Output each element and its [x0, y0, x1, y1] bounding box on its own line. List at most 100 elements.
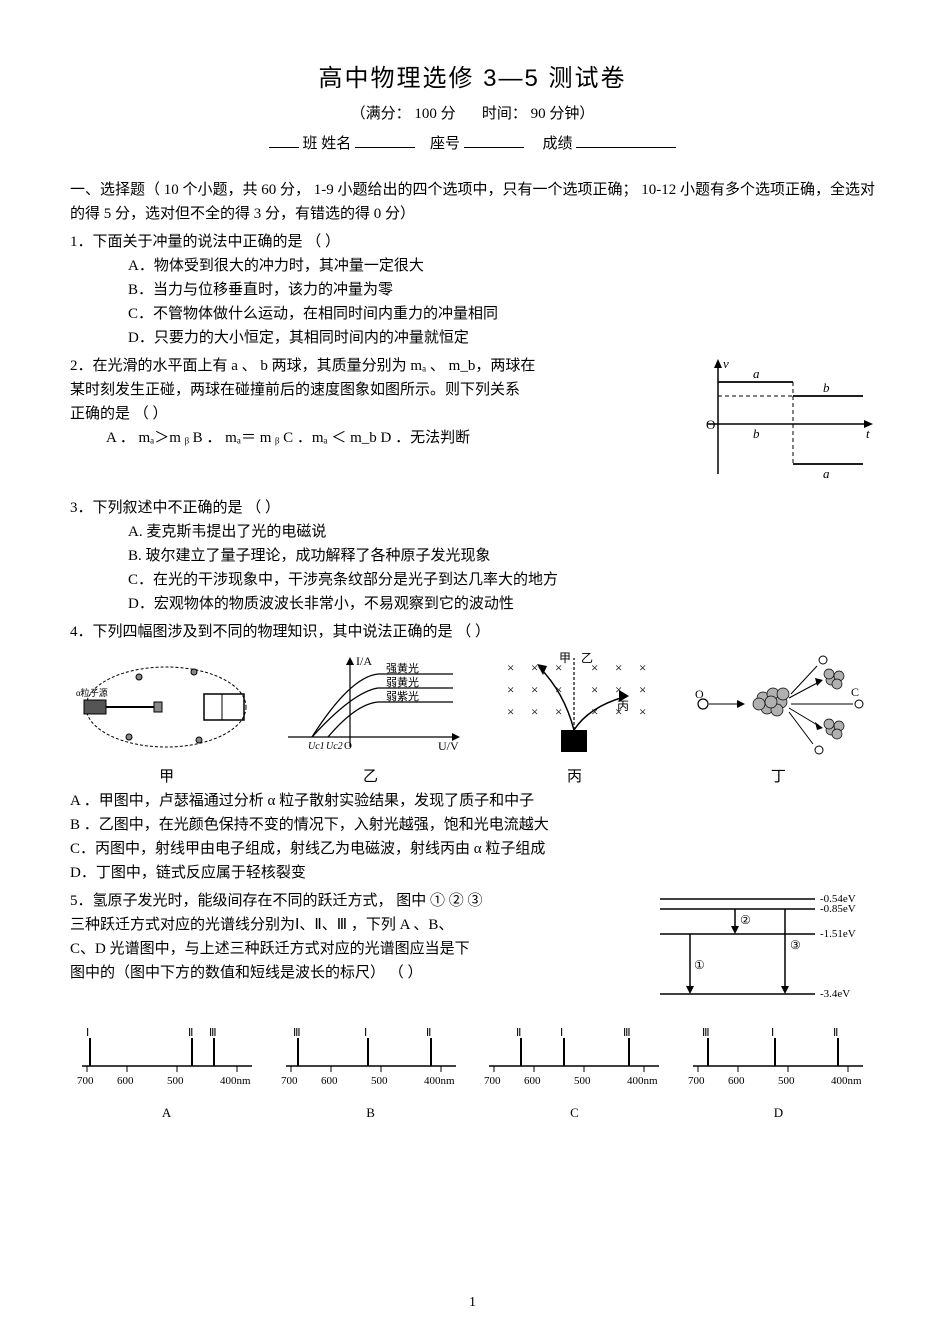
- svg-text:α粒子源: α粒子源: [76, 687, 108, 698]
- svg-text:O: O: [695, 687, 704, 701]
- q4-fig-ding: C O 丁: [682, 652, 875, 789]
- svg-text:Ⅰ: Ⅰ: [560, 1027, 563, 1039]
- svg-text:Ⅲ: Ⅲ: [623, 1027, 631, 1039]
- svg-text:Uc1: Uc1: [308, 741, 325, 752]
- time-value: 90 分钟）: [531, 106, 595, 122]
- q4-fig-bing: ×××××× ×××××× ×××××× 甲 乙 丙 丙: [478, 652, 671, 789]
- vt-label-a2: a: [823, 466, 830, 481]
- svg-text:400nm: 400nm: [831, 1075, 862, 1087]
- q5-line3: C、D 光谱图中，与上述三种跃迁方式对应的光谱图应当是下: [70, 937, 650, 961]
- svg-text:Ⅱ: Ⅱ: [833, 1027, 838, 1039]
- svg-text:×: ×: [531, 704, 538, 719]
- q3-opt-a: A. 麦克斯韦提出了光的电磁说: [70, 520, 875, 544]
- svg-text:Ⅰ: Ⅰ: [771, 1027, 774, 1039]
- svg-text:700: 700: [281, 1075, 298, 1087]
- svg-text:甲: 甲: [559, 652, 571, 665]
- svg-text:Ⅰ: Ⅰ: [364, 1027, 367, 1039]
- page-title: 高中物理选修 3—5 测试卷: [70, 60, 875, 98]
- svg-text:弱紫光: 弱紫光: [386, 689, 419, 703]
- svg-text:×: ×: [639, 682, 646, 697]
- svg-text:700: 700: [688, 1075, 705, 1087]
- svg-text:-3.4eV: -3.4eV: [820, 988, 850, 1000]
- svg-text:U/V: U/V: [438, 739, 459, 753]
- q5-line1: 5．氢原子发光时，能级间存在不同的跃迁方式， 图中 ① ② ③: [70, 889, 650, 913]
- svg-text:-1.51eV: -1.51eV: [820, 928, 856, 940]
- svg-text:丙: 丙: [617, 699, 629, 713]
- svg-text:Ⅲ: Ⅲ: [293, 1027, 301, 1039]
- q4-fig-jia: α粒子源 甲: [70, 652, 263, 789]
- q4-opt-d: D．丁图中，链式反应属于轻核裂变: [70, 861, 875, 885]
- q4-opt-c: C．丙图中，射线甲由电子组成，射线乙为电磁波，射线丙由 α 粒子组成: [70, 837, 875, 861]
- q4-stem: 4．下列四幅图涉及到不同的物理知识，其中说法正确的是 （ ）: [70, 620, 875, 644]
- spectrum-b-label: B: [274, 1103, 467, 1124]
- svg-text:500: 500: [574, 1075, 591, 1087]
- q4-caption-yi: 乙: [274, 765, 467, 789]
- svg-text:600: 600: [524, 1075, 541, 1087]
- q1-opt-a: A．物体受到很大的冲力时，其冲量一定很大: [70, 254, 875, 278]
- vt-graph: O v t a b b a: [698, 354, 878, 484]
- spectrum-b: 700 600 500 400nm Ⅲ Ⅰ Ⅱ B: [274, 1026, 467, 1124]
- full-score-label: （满分：: [351, 106, 411, 122]
- q3-opt-d: D．宏观物体的物质波波长非常小，不易观察到它的波动性: [70, 592, 875, 616]
- svg-text:×: ×: [555, 704, 562, 719]
- svg-text:×: ×: [531, 660, 538, 675]
- svg-text:700: 700: [484, 1075, 501, 1087]
- q1-stem: 1．下面关于冲量的说法中正确的是 （ ）: [70, 230, 875, 254]
- svg-text:400nm: 400nm: [627, 1075, 658, 1087]
- svg-text:①: ①: [694, 958, 705, 972]
- q5-line4: 图中的（图中下方的数值和短线是波长的标尺） （ ）: [70, 961, 650, 985]
- student-info-line: 班 姓名 座号 成绩: [70, 132, 875, 156]
- class-name-label: 班 姓名: [302, 136, 351, 152]
- svg-text:强黄光: 强黄光: [386, 661, 419, 675]
- q2-options: A ． mₐ＞m ᵦ B ． mₐ＝ m ᵦ C ．mₐ ＜ m_b D ．无法…: [70, 426, 690, 450]
- time-label: 时间：: [482, 106, 527, 122]
- svg-text:Ⅱ: Ⅱ: [426, 1027, 431, 1039]
- q4-caption-bing: 丙: [478, 765, 671, 789]
- spectrum-a: 700 600 500 400nm Ⅰ Ⅱ Ⅲ A: [70, 1026, 263, 1124]
- svg-text:500: 500: [778, 1075, 795, 1087]
- q4-fig-yi: I/A U/V O Uc1 Uc2 强黄光 弱黄光 弱紫光 乙: [274, 652, 467, 789]
- q2-stem-line1: 2．在光滑的水平面上有 a 、 b 两球，其质量分别为 mₐ 、 m_b，两球在: [70, 354, 690, 378]
- svg-text:400nm: 400nm: [220, 1075, 251, 1087]
- svg-text:弱黄光: 弱黄光: [386, 675, 419, 689]
- page-number: 1: [0, 1292, 945, 1314]
- question-1: 1．下面关于冲量的说法中正确的是 （ ） A．物体受到很大的冲力时，其冲量一定很…: [70, 230, 875, 350]
- svg-text:×: ×: [507, 660, 514, 675]
- svg-text:×: ×: [639, 704, 646, 719]
- seat-label: 座号: [430, 136, 460, 152]
- svg-text:Ⅲ: Ⅲ: [209, 1027, 217, 1039]
- svg-text:C: C: [851, 685, 859, 699]
- q2-stem-line3: 正确的是 （ ）: [70, 402, 690, 426]
- q3-opt-c: C．在光的干涉现象中，干涉亮条纹部分是光子到达几率大的地方: [70, 568, 875, 592]
- svg-text:Ⅲ: Ⅲ: [702, 1027, 710, 1039]
- question-4: 4．下列四幅图涉及到不同的物理知识，其中说法正确的是 （ ）: [70, 620, 875, 644]
- svg-text:乙: 乙: [581, 652, 593, 665]
- svg-text:×: ×: [591, 682, 598, 697]
- q1-opt-d: D．只要力的大小恒定，其相同时间内的冲量就恒定: [70, 326, 875, 350]
- svg-text:×: ×: [531, 682, 538, 697]
- svg-text:Ⅱ: Ⅱ: [188, 1027, 193, 1039]
- svg-text:-0.85eV: -0.85eV: [820, 903, 856, 915]
- svg-text:Ⅱ: Ⅱ: [516, 1027, 521, 1039]
- q5-line2: 三种跃迁方式对应的光谱线分别为Ⅰ、Ⅱ、Ⅲ ，下列 A 、B、: [70, 913, 650, 937]
- vt-label-a1: a: [753, 366, 760, 381]
- page-subtitle: （满分： 100 分 时间： 90 分钟）: [70, 102, 875, 126]
- q4-caption-ding: 丁: [682, 765, 875, 789]
- svg-text:400nm: 400nm: [424, 1075, 455, 1087]
- vt-label-b1: b: [753, 426, 760, 441]
- spectrum-c: 700 600 500 400nm Ⅱ Ⅰ Ⅲ C: [478, 1026, 671, 1124]
- spectrum-d: 700 600 500 400nm Ⅲ Ⅰ Ⅱ D: [682, 1026, 875, 1124]
- question-5: 5．氢原子发光时，能级间存在不同的跃迁方式， 图中 ① ② ③ 三种跃迁方式对应…: [70, 889, 875, 1012]
- q4-opt-b: B ．乙图中，在光颜色保持不变的情况下，入射光越强，饱和光电流越大: [70, 813, 875, 837]
- spectrum-a-label: A: [70, 1103, 263, 1124]
- q3-opt-b: B. 玻尔建立了量子理论，成功解释了各种原子发光现象: [70, 544, 875, 568]
- spectrum-d-label: D: [682, 1103, 875, 1124]
- vt-label-b2: b: [823, 380, 830, 395]
- full-score-value: 100 分: [414, 106, 455, 122]
- svg-text:600: 600: [728, 1075, 745, 1087]
- svg-text:600: 600: [117, 1075, 134, 1087]
- svg-text:500: 500: [167, 1075, 184, 1087]
- spectra-row: 700 600 500 400nm Ⅰ Ⅱ Ⅲ A 700 600 500 40…: [70, 1026, 875, 1124]
- svg-text:×: ×: [507, 704, 514, 719]
- vt-axis-t: t: [866, 426, 870, 441]
